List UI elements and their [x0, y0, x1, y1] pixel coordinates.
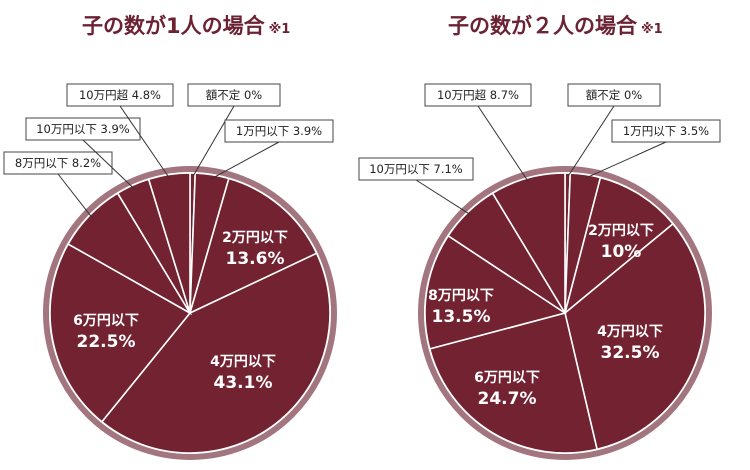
chart-title-text: 子の数が1人の場合: [82, 14, 265, 38]
pie-slice-4man-or-less: [564, 222, 706, 451]
slice-value-4man-or-less: 32.5%: [601, 343, 660, 363]
pie-slice-6man-or-less: [428, 312, 599, 454]
pie-outer-ring: [418, 166, 712, 460]
pie-chart-2: 2万円以下 10% 4万円以下 32.5% 6万円以下 24.7% 8万円以下 13.5% 額不…: [358, 83, 721, 460]
pie-slice-10man-plus: [147, 172, 191, 314]
chart-title-text: 子の数が２人の場合: [448, 14, 637, 38]
slice-value-4man-or-less: 43.1%: [214, 373, 273, 393]
callout-label-undetermined: 額不定 0%: [586, 88, 642, 102]
pie-slice-6man-or-less: [49, 242, 192, 423]
callout-box-10man-plus: [66, 83, 174, 107]
callout-leader-8man-or-less: [57, 173, 93, 219]
callout-leader-1man-or-less: [584, 141, 667, 179]
slice-value-6man-or-less: 24.7%: [478, 389, 537, 409]
callout-leader-10man-or-less: [415, 179, 472, 216]
slice-label-8man-or-less: 8万円以下: [428, 288, 494, 304]
slice-label-6man-or-less: 6万円以下: [73, 313, 139, 329]
slice-label-4man-or-less: 4万円以下: [210, 354, 276, 370]
callout-label-10man-or-less: 10万円以下 3.9%: [36, 122, 130, 136]
chart-title-note: ※1: [641, 22, 663, 37]
callout-box-10man-or-less: [358, 157, 474, 181]
callout-label-10man-plus: 10万円超 4.8%: [79, 88, 161, 102]
pie-slice-4man-or-less: [100, 252, 331, 454]
slice-label-2man-or-less: 2万円以下: [588, 223, 654, 239]
callout-box-undetermined: [567, 83, 661, 107]
slice-label-2man-or-less: 2万円以下: [222, 230, 288, 246]
callout-label-undetermined: 額不定 0%: [206, 88, 262, 102]
callout-box-10man-plus: [424, 83, 532, 107]
chart-title-two-children: 子の数が２人の場合 ※1: [448, 10, 663, 46]
chart-title-one-child: 子の数が1人の場合 ※1: [82, 10, 290, 46]
pie-outer-ring: [43, 166, 337, 460]
callout-label-1man-or-less: 1万円以下 3.9%: [236, 124, 322, 138]
pie-chart-1: 2万円以下 13.6% 4万円以下 43.1% 6万円以下 22.5% 額不定 0% 1万円以…: [3, 83, 337, 460]
slice-value-6man-or-less: 22.5%: [77, 332, 136, 352]
callout-leader-undetermined: [192, 105, 235, 178]
pie-slice-2man-or-less: [563, 176, 675, 316]
chart-title-note: ※1: [268, 22, 291, 37]
callout-label-10man-plus: 10万円超 8.7%: [437, 88, 519, 102]
slice-label-6man-or-less: 6万円以下: [474, 370, 540, 386]
slice-value-2man-or-less: 10%: [601, 242, 642, 262]
callout-box-8man-or-less: [3, 151, 113, 175]
slice-value-2man-or-less: 13.6%: [226, 249, 285, 269]
callout-label-10man-or-less: 10万円以下 7.1%: [369, 162, 463, 176]
callout-box-1man-or-less: [224, 119, 334, 143]
callout-label-8man-or-less: 8万円以下 8.2%: [15, 156, 101, 170]
callout-leader-1man-or-less: [211, 141, 280, 180]
pie-slice-8man-or-less: [424, 234, 567, 350]
pie-slice-10man-plus: [491, 172, 566, 316]
callout-leader-10man-or-less: [82, 139, 135, 190]
callout-box-undetermined: [187, 83, 281, 107]
slice-label-4man-or-less: 4万円以下: [597, 324, 663, 340]
slice-value-8man-or-less: 13.5%: [432, 307, 491, 327]
callout-leader-undetermined: [567, 105, 615, 178]
callout-leader-10man-plus: [477, 105, 529, 183]
callout-leader-10man-plus: [119, 105, 171, 179]
callout-box-1man-or-less: [611, 119, 721, 143]
callout-label-1man-or-less: 1万円以下 3.5%: [623, 124, 709, 138]
callout-box-10man-or-less: [25, 117, 141, 141]
pie-slice-2man-or-less: [188, 177, 318, 315]
